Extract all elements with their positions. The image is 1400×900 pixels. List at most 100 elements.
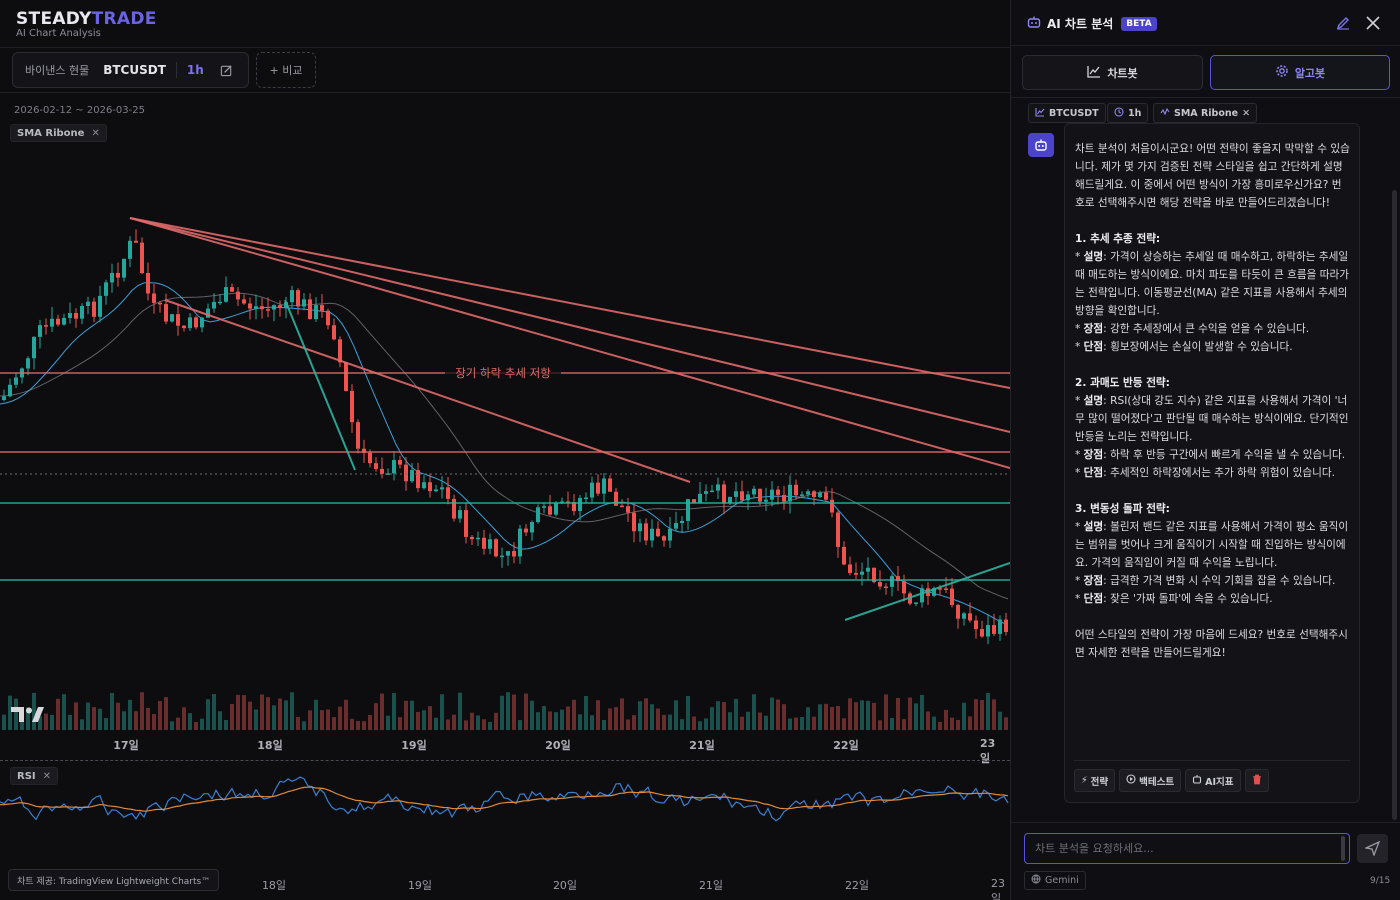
volume-bar	[176, 717, 180, 730]
delete-button[interactable]	[1244, 769, 1269, 792]
candle-body	[224, 287, 228, 302]
close-icon[interactable]: ✕	[1242, 107, 1251, 119]
send-button[interactable]	[1357, 834, 1388, 863]
candle-body	[212, 301, 216, 309]
timeframe-label[interactable]: 1h	[186, 63, 204, 77]
edit-icon[interactable]	[220, 63, 234, 77]
volume-bar	[410, 700, 414, 730]
volume-bar	[110, 692, 114, 730]
candle-body	[728, 496, 732, 504]
candle-body	[302, 299, 306, 307]
indicator-chip-rsi[interactable]: RSI ✕	[10, 767, 59, 785]
price-chart[interactable]: 장기 하락 추세 저항	[0, 94, 1010, 734]
brand[interactable]: STEADYTRADE AI Chart Analysis	[16, 9, 157, 39]
compare-button[interactable]: + 비교	[256, 52, 316, 88]
candles	[2, 229, 1008, 645]
volume-bar	[326, 709, 330, 730]
volume-bar	[686, 695, 690, 730]
volume-bar	[404, 700, 408, 730]
volume-bar	[794, 717, 798, 730]
volume-bar	[356, 721, 360, 730]
chat-scrollbar[interactable]	[1392, 190, 1397, 820]
volume-bar	[800, 717, 804, 730]
volume-bar	[266, 697, 270, 730]
candle-body	[422, 482, 426, 489]
volume-bar	[206, 699, 210, 730]
volume-bar	[344, 699, 348, 730]
volume-bar	[194, 721, 198, 730]
candle-body	[416, 470, 420, 489]
candle-body	[650, 528, 654, 541]
pane-divider[interactable]	[0, 760, 1010, 761]
candle-body	[392, 460, 396, 474]
rsi-line	[0, 776, 1009, 822]
volume-bar	[290, 692, 294, 730]
brand-tagline: AI Chart Analysis	[16, 28, 101, 39]
chat-input[interactable]	[1024, 833, 1350, 864]
tab-chartbot[interactable]: 차트봇	[1022, 55, 1203, 90]
candle-body	[512, 551, 516, 557]
candle-body	[368, 452, 372, 464]
volume-bar	[866, 700, 870, 730]
chart-credit[interactable]: 차트 제공: TradingView Lightweight Charts™	[8, 869, 220, 891]
candle-body	[842, 546, 846, 565]
candle-body	[548, 506, 552, 515]
context-chip-label: 1h	[1128, 107, 1142, 119]
indicator-chip-sma[interactable]: SMA Ribone ✕	[10, 124, 107, 142]
candle-body	[962, 613, 966, 619]
candle-body	[572, 502, 576, 512]
ai-indicator-button[interactable]: AI지표	[1185, 769, 1241, 792]
candle-body	[542, 506, 546, 508]
close-panel-icon[interactable]	[1364, 14, 1384, 34]
volume-bar	[692, 716, 696, 730]
candle-body	[488, 539, 492, 549]
x-tick-label: 22일	[844, 879, 870, 892]
volume-bar	[638, 701, 642, 730]
volume-bar	[890, 717, 894, 730]
close-icon[interactable]: ✕	[91, 127, 100, 139]
volume-bar	[260, 694, 264, 730]
rsi-chart[interactable]	[0, 760, 1010, 870]
volume-bar	[722, 702, 726, 730]
candle-body	[158, 302, 162, 305]
candle-body	[632, 512, 636, 532]
context-chip-symbol[interactable]: BTCUSDT	[1028, 103, 1106, 123]
strategy-button[interactable]: ⚡ 전략	[1074, 769, 1116, 792]
volume-bar	[920, 694, 924, 730]
action-label: 전략	[1090, 776, 1109, 788]
volume-bar	[146, 707, 150, 730]
chat-thread[interactable]: 차트 분석이 처음이시군요! 어떤 전략이 좋을지 막막할 수 있습니다. 제가…	[1011, 123, 1391, 818]
candle-body	[410, 470, 414, 482]
volume-bar	[548, 711, 552, 730]
volume-bar	[584, 696, 588, 730]
candle-body	[92, 301, 96, 317]
backtest-button[interactable]: 백테스트	[1119, 769, 1182, 792]
trend-line	[129, 217, 1010, 433]
model-selector[interactable]: Gemini	[1024, 871, 1086, 890]
volume-bar	[74, 702, 78, 730]
volume-bar	[278, 698, 282, 730]
volume-bar	[86, 702, 90, 730]
tab-algobot[interactable]: 알고봇	[1210, 55, 1390, 90]
candle-body	[818, 492, 822, 497]
input-resize-handle[interactable]	[1341, 836, 1345, 861]
volume-bar	[308, 710, 312, 730]
volume-bar	[782, 704, 786, 730]
candle-body	[182, 325, 186, 329]
candle-body	[404, 464, 408, 482]
context-chip-indicator[interactable]: SMA Ribone ✕	[1153, 103, 1258, 123]
volume-bar	[314, 699, 318, 730]
candle-body	[458, 510, 462, 519]
header-divider	[0, 47, 1010, 48]
close-icon[interactable]: ✕	[42, 770, 52, 782]
candle-body	[242, 299, 246, 304]
symbol-selector[interactable]: 바이낸스 현물 BTCUSDT 1h	[12, 52, 249, 88]
volume-bar	[926, 711, 930, 730]
x-tick-label: 21일	[689, 739, 715, 752]
usage-counter: 9/15	[1370, 876, 1391, 886]
candle-body	[260, 306, 264, 310]
context-chip-timeframe[interactable]: 1h	[1107, 103, 1149, 123]
candle-body	[176, 314, 180, 326]
volume-bar	[674, 700, 678, 730]
new-chat-pencil-icon[interactable]	[1335, 15, 1353, 33]
